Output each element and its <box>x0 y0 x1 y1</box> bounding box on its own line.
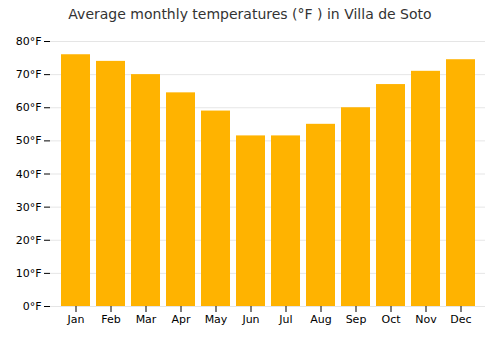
svg-text:80°F: 80°F <box>16 35 42 48</box>
html-text:Average monthly temperatures (: Average monthly temperatures (°F ) in Vi… <box>68 6 432 22</box>
svg-text:Nov: Nov <box>415 313 437 326</box>
svg-text:Oct: Oct <box>381 313 401 326</box>
svg-text:Apr: Apr <box>171 313 191 326</box>
svg-text:Jul: Jul <box>278 313 292 326</box>
svg-text:Jan: Jan <box>67 313 85 326</box>
svg-text:70°F: 70°F <box>16 68 42 81</box>
svg-text:Sep: Sep <box>346 313 367 326</box>
svg-text:Aug: Aug <box>310 313 331 326</box>
svg-text:Dec: Dec <box>450 313 471 326</box>
svg-text:10°F: 10°F <box>16 267 42 280</box>
svg-text:40°F: 40°F <box>16 168 42 181</box>
svg-text:30°F: 30°F <box>16 201 42 214</box>
svg-text:50°F: 50°F <box>16 134 42 147</box>
svg-text:60°F: 60°F <box>16 101 42 114</box>
svg-text:Mar: Mar <box>136 313 157 326</box>
svg-text:May: May <box>205 313 228 326</box>
svg-text:0°F: 0°F <box>23 300 42 313</box>
svg-text:20°F: 20°F <box>16 234 42 247</box>
svg-text:Feb: Feb <box>101 313 120 326</box>
svg-text:Jun: Jun <box>241 313 259 326</box>
